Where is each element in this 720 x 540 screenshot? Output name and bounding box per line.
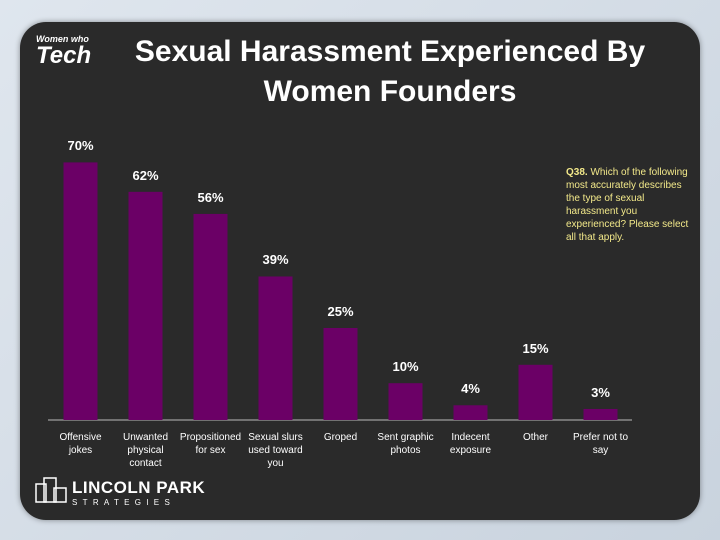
data-label: 15% — [522, 340, 549, 356]
x-tick-label: Other — [522, 432, 548, 443]
logo-text: Tech — [36, 42, 92, 69]
bar — [388, 383, 423, 420]
x-tick-label: Indecent exposure — [449, 432, 492, 456]
x-tick-label: Prefer not to say — [572, 432, 629, 456]
x-tick-label: Sent graphic photos — [377, 432, 434, 456]
bar — [453, 405, 488, 420]
bar — [128, 191, 163, 420]
x-tick-label: Sexual slurs used toward you — [248, 432, 303, 469]
annotation-text: Which of the following most accurately d… — [566, 167, 689, 243]
data-label: 56% — [197, 189, 224, 205]
x-tick-label: Groped — [323, 432, 358, 443]
bar — [63, 162, 98, 420]
data-label: 4% — [461, 381, 480, 397]
logo-text: STRATEGIES — [72, 498, 176, 507]
data-label: 70% — [67, 138, 94, 154]
annotation: Q38. Which of the following most accurat… — [566, 166, 696, 244]
logo: LINCOLN PARK STRATEGIES — [72, 478, 205, 507]
bar — [518, 364, 553, 420]
annotation-label: Q38. — [566, 167, 588, 178]
data-label: 10% — [392, 359, 419, 375]
logo-text: LINCOLN PARK — [72, 478, 206, 497]
x-tick-label: Propositioned for sex — [179, 432, 242, 456]
bar — [323, 328, 358, 420]
chart-title: Sexual Harassment Experienced By Women F… — [134, 35, 646, 108]
logo: Women who Tech — [36, 34, 106, 68]
data-label: 39% — [262, 252, 289, 268]
bar — [583, 408, 618, 420]
x-tick-label: Unwanted physical contact — [122, 432, 169, 469]
data-label: 62% — [132, 167, 159, 183]
data-label: 25% — [327, 304, 354, 319]
logo-text: Women who — [36, 34, 89, 44]
bar — [193, 213, 228, 420]
logo-icon — [35, 477, 67, 503]
x-tick-label: Offensive jokes — [59, 432, 102, 456]
data-label: 3% — [591, 384, 610, 400]
bar — [258, 276, 293, 420]
